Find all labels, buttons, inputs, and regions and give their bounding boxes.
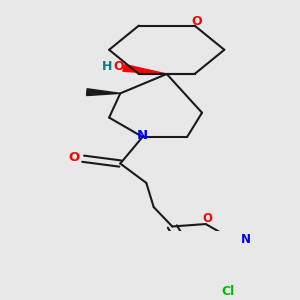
Polygon shape: [87, 89, 120, 95]
Text: H: H: [102, 60, 112, 73]
Text: N: N: [241, 233, 251, 246]
Polygon shape: [123, 64, 167, 74]
Text: O: O: [114, 60, 124, 73]
Text: O: O: [202, 212, 213, 225]
Text: N: N: [137, 129, 148, 142]
Text: O: O: [191, 15, 202, 28]
Text: Cl: Cl: [221, 285, 235, 298]
Text: O: O: [68, 151, 80, 164]
